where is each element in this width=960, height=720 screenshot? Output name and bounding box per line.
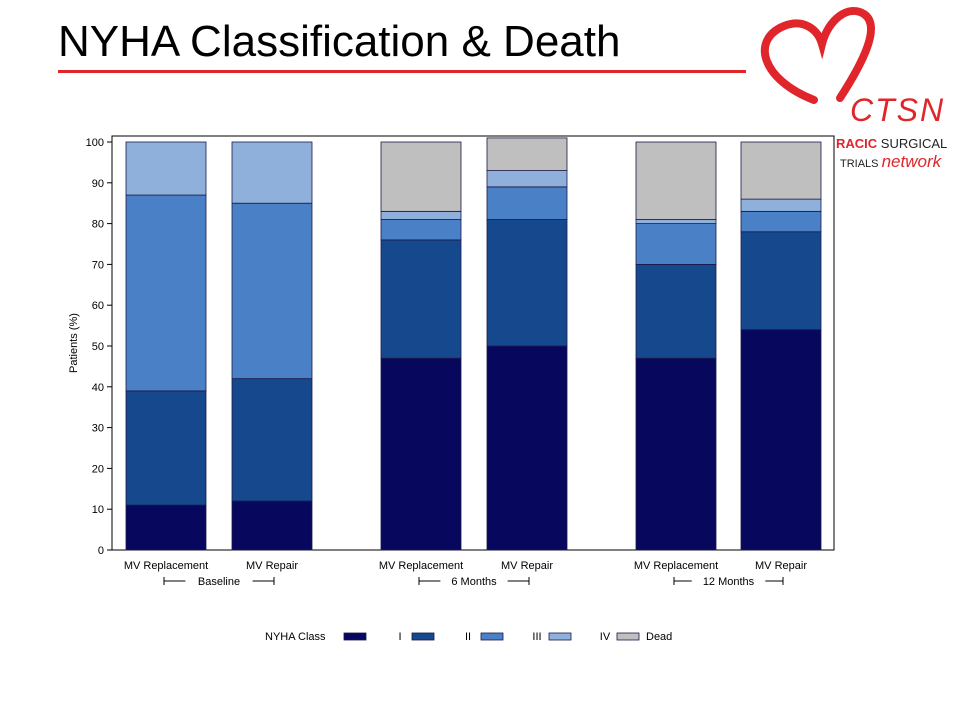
legend-swatch-iv [548,632,572,641]
bar-segment-ii [380,239,462,359]
bar-segment-iv [635,219,717,225]
bar-segment-dead [486,137,568,171]
legend-title: NYHA Class [265,631,326,643]
bar-segment-dead [380,141,462,212]
bar-segment-ii [635,263,717,359]
group-label: 12 Months [703,576,755,588]
legend-label-dead: Dead [646,631,672,643]
y-tick-label: 30 [92,423,104,435]
y-axis-label: Patients (%) [68,313,80,373]
bar-segment-i [635,357,717,551]
title-underline [58,70,746,73]
x-tick-label: MV Repair [501,560,553,572]
bar-segment-iv [486,170,568,188]
logo-line1-red: RACIC [836,136,878,151]
x-tick-label: MV Repair [755,560,807,572]
bar-segment-ii [231,378,313,502]
logo-line1-black: SURGICAL [880,136,948,151]
x-tick-label: MV Repair [246,560,298,572]
y-tick-label: 80 [92,219,104,231]
bar-segment-i [231,500,313,551]
plot-frame [111,135,835,551]
x-tick-label: MV Replacement [124,560,208,572]
y-tick-label: 100 [86,137,104,149]
logo-line2-red: network [881,152,942,171]
bar-segment-iii [231,202,313,380]
bar-segment-iii [486,186,568,220]
bar-segment-iv [740,198,822,212]
y-tick-label: 90 [92,178,104,190]
y-tick-label: 70 [92,259,104,271]
legend-swatch-dead [616,632,640,641]
slide-title: NYHA Classification & Death [58,17,621,66]
y-tick-label: 40 [92,382,104,394]
x-tick-label: MV Replacement [634,560,718,572]
x-tick-label: MV Replacement [379,560,463,572]
legend-label-iv: IV [600,631,611,643]
y-tick-label: 10 [92,504,104,516]
legend-label-ii: II [465,631,471,643]
group-label: Baseline [198,576,240,588]
legend-label-iii: III [532,631,541,643]
logo-line2: TRIALS network [840,152,941,172]
bar-segment-i [486,345,568,551]
bar-segment-i [125,504,207,551]
bar-segment-dead [740,141,822,200]
logo-line1: RACIC SURGICAL [836,136,947,151]
bar-segment-iii [740,210,822,233]
y-tick-label: 0 [98,545,104,557]
bar-segment-iv [125,141,207,196]
bar-segment-iv [231,141,313,204]
legend-swatch-iii [480,632,504,641]
logo-ctsn: CTSN [850,92,946,128]
bar-segment-iii [635,223,717,265]
bar-segment-dead [635,141,717,220]
bar-segment-ii [740,231,822,331]
logo-line2-black: TRIALS [840,158,879,170]
legend-swatch-i [343,632,367,641]
y-tick-label: 20 [92,463,104,475]
bar-segment-i [380,357,462,551]
bar-segment-ii [125,390,207,506]
group-label: 6 Months [451,576,497,588]
bar-segment-i [740,329,822,551]
bar-segment-iv [380,210,462,220]
bar-segment-ii [486,219,568,347]
bar-segment-iii [380,219,462,241]
y-tick-label: 50 [92,341,104,353]
legend-label-i: I [398,631,401,643]
bar-segment-iii [125,194,207,392]
ctsn-logo: CTSN RACIC SURGICAL TRIALS network [752,0,960,180]
y-tick-label: 60 [92,300,104,312]
heart-logo-icon [761,7,875,104]
legend-swatch-ii [411,632,435,641]
